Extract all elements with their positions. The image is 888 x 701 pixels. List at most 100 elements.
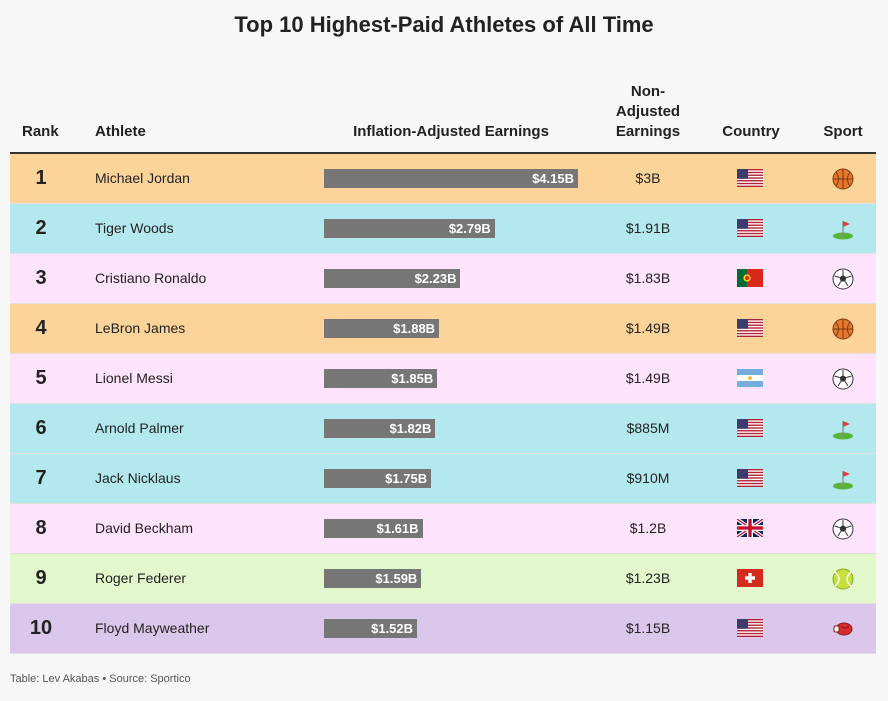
earnings-bar: $1.85B [324, 369, 438, 388]
rank-header: Rank [22, 123, 59, 140]
rank-cell: 5 [35, 367, 47, 389]
non-adjusted-earnings: $1.2B [629, 520, 667, 536]
table-row: 9 Roger Federer $1.59B $1.23B [10, 554, 876, 604]
rank-cell: 4 [35, 317, 47, 339]
athlete-name: Tiger Woods [95, 220, 174, 236]
argentina-flag-icon [737, 369, 763, 387]
athlete-name: Arnold Palmer [95, 420, 184, 436]
table-row: 10 Floyd Mayweather $1.52B $1.15B [10, 604, 876, 654]
non-adjusted-header-line-2: Adjusted [615, 103, 681, 120]
rank-cell: 10 [29, 617, 53, 639]
portugal-flag-icon [737, 269, 763, 287]
non-adjusted-header-line-3: Earnings [615, 123, 681, 140]
table-row: 8 David Beckham $1.61B $1.2B [10, 504, 876, 554]
non-adjusted-header-line-1: Non- [630, 83, 666, 100]
inflation-adjusted-header: Inflation-Adjusted Earnings [353, 123, 549, 140]
rank-cell: 2 [35, 217, 47, 239]
us-flag-icon [737, 219, 763, 237]
athlete-name: Roger Federer [95, 570, 187, 586]
earnings-bar-label: $1.61B [376, 521, 419, 536]
non-adjusted-earnings: $3B [635, 170, 661, 186]
country-header: Country [722, 123, 780, 140]
earnings-bar: $1.61B [324, 519, 423, 538]
earnings-bar: $1.59B [324, 569, 422, 588]
golf-icon [832, 218, 854, 240]
golf-icon [832, 468, 854, 490]
earnings-bar: $2.79B [324, 219, 495, 238]
earnings-bar-track: $1.85B [324, 369, 578, 388]
earnings-bar: $4.15B [324, 169, 578, 188]
athlete-name: LeBron James [95, 320, 186, 336]
earnings-bar-label: $4.15B [532, 171, 574, 186]
boxing-icon [832, 618, 854, 640]
earnings-bar-track: $1.52B [324, 619, 578, 638]
earnings-bar-label: $2.79B [448, 221, 491, 236]
earnings-bar-label: $1.88B [393, 321, 436, 336]
athlete-name: Lionel Messi [95, 370, 173, 386]
earnings-bar-label: $1.82B [389, 421, 432, 436]
non-adjusted-earnings: $1.83B [625, 270, 671, 286]
earnings-bar-label: $1.75B [385, 471, 428, 486]
earnings-bar-label: $1.52B [371, 621, 414, 636]
athlete-name: Michael Jordan [95, 170, 190, 186]
us-flag-icon [737, 419, 763, 437]
earnings-bar-track: $2.79B [324, 219, 578, 238]
earnings-bar: $1.82B [324, 419, 436, 438]
non-adjusted-earnings: $1.49B [625, 370, 671, 386]
earnings-bar: $1.75B [324, 469, 432, 488]
rank-cell: 9 [35, 567, 47, 589]
header-divider [10, 152, 876, 154]
earnings-bar-track: $1.59B [324, 569, 578, 588]
source-footer: Table: Lev Akabas • Source: Sportico [10, 673, 191, 685]
sport-header: Sport [823, 123, 863, 140]
table-header: Rank Athlete Inflation-Adjusted Earnings… [10, 80, 876, 152]
uk-flag-icon [737, 519, 763, 537]
table-row: 3 Cristiano Ronaldo $2.23B $1.83B [10, 254, 876, 304]
us-flag-icon [737, 169, 763, 187]
earnings-bar-label: $1.59B [375, 571, 418, 586]
table-row: 6 Arnold Palmer $1.82B $885M [10, 404, 876, 454]
earnings-bar-track: $1.75B [324, 469, 578, 488]
earnings-bar: $1.52B [324, 619, 418, 638]
non-adjusted-earnings: $1.91B [625, 220, 671, 236]
rank-cell: 7 [35, 467, 47, 489]
table-row: 5 Lionel Messi $1.85B $1.49B [10, 354, 876, 404]
rank-cell: 1 [35, 167, 47, 189]
non-adjusted-header: Non- Adjusted Earnings [600, 82, 696, 142]
tennis-icon [832, 568, 854, 590]
earnings-bar-label: $1.85B [391, 371, 434, 386]
non-adjusted-earnings: $1.15B [625, 620, 671, 636]
table-row: 2 Tiger Woods $2.79B $1.91B [10, 204, 876, 254]
athlete-name: Floyd Mayweather [95, 620, 210, 636]
non-adjusted-earnings: $1.23B [625, 570, 671, 586]
chart-title: Top 10 Highest-Paid Athletes of All Time [234, 12, 654, 37]
golf-icon [832, 418, 854, 440]
table-body: 1 Michael Jordan $4.15B $3B 2 Tiger Woods $2.7… [10, 154, 876, 654]
table-row: 4 LeBron James $1.88B $1.49B [10, 304, 876, 354]
rank-cell: 8 [35, 517, 47, 539]
earnings-bar-track: $1.82B [324, 419, 578, 438]
earnings-bar-track: $4.15B [324, 169, 578, 188]
athlete-name: Cristiano Ronaldo [95, 270, 207, 286]
earnings-bar-track: $1.61B [324, 519, 578, 538]
earnings-bar-track: $2.23B [324, 269, 578, 288]
table-row: 7 Jack Nicklaus $1.75B $910M [10, 454, 876, 504]
rank-cell: 6 [35, 417, 47, 439]
basketball-icon [832, 318, 854, 340]
athlete-name: David Beckham [95, 520, 194, 536]
athlete-name: Jack Nicklaus [95, 470, 181, 486]
athlete-header: Athlete [95, 123, 146, 140]
earnings-bar-track: $1.88B [324, 319, 578, 338]
earnings-bar: $2.23B [324, 269, 461, 288]
soccer-icon [832, 518, 854, 540]
non-adjusted-earnings: $885M [626, 420, 670, 436]
us-flag-icon [737, 469, 763, 487]
us-flag-icon [737, 319, 763, 337]
earnings-bar-label: $2.23B [414, 271, 457, 286]
switzerland-flag-icon [737, 569, 763, 587]
rank-cell: 3 [35, 267, 47, 289]
earnings-bar: $1.88B [324, 319, 440, 338]
table-row: 1 Michael Jordan $4.15B $3B [10, 154, 876, 204]
soccer-icon [832, 268, 854, 290]
non-adjusted-earnings: $910M [626, 470, 670, 486]
